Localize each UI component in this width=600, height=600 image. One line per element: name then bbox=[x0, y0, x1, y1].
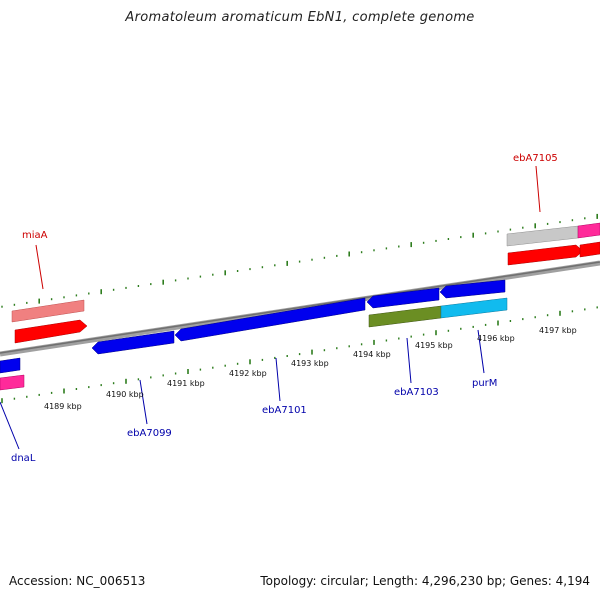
callout-ebA7101 bbox=[275, 357, 281, 402]
reverse-tick-track bbox=[1, 306, 598, 404]
callout-purM bbox=[477, 329, 485, 374]
gene-reverse-blue-left[interactable] bbox=[0, 357, 21, 374]
genome-backbone-edge bbox=[0, 261, 600, 354]
scale-label-4189: 4189 kbp bbox=[44, 402, 82, 411]
gene-ebA7103-feature[interactable] bbox=[368, 305, 442, 328]
gene-reverse-magenta-left[interactable] bbox=[0, 374, 25, 391]
gene-blue-reverse-4[interactable] bbox=[439, 279, 506, 299]
scale-labels: 4189 kbp 4190 kbp 4191 kbp 4192 kbp 4193… bbox=[44, 326, 577, 411]
genome-title: Aromatoleum aromaticum EbN1, complete ge… bbox=[125, 10, 475, 25]
gene-forward-red[interactable] bbox=[14, 319, 88, 344]
gene-label-ebA7101[interactable]: ebA7101 bbox=[262, 405, 307, 416]
callout-ebA7103 bbox=[406, 337, 412, 384]
callout-ebA7105 bbox=[535, 165, 541, 213]
scale-label-4195: 4195 kbp bbox=[415, 341, 453, 350]
gene-label-dnaL[interactable]: dnaL bbox=[11, 453, 36, 464]
gene-ebA7101-feature[interactable] bbox=[174, 297, 366, 342]
gene-label-ebA7105[interactable]: ebA7105 bbox=[513, 153, 558, 164]
scale-label-4193: 4193 kbp bbox=[291, 359, 329, 368]
gene-forward-red-edge[interactable] bbox=[579, 241, 600, 258]
gene-label-miaA[interactable]: miaA bbox=[22, 230, 48, 241]
scale-label-4190: 4190 kbp bbox=[106, 390, 144, 399]
callout-ebA7099 bbox=[139, 379, 148, 425]
scale-label-4197: 4197 kbp bbox=[539, 326, 577, 335]
gene-blue-reverse-3[interactable] bbox=[366, 287, 440, 309]
gene-miaA-feature[interactable] bbox=[11, 299, 85, 323]
accession-text: Accession: NC_006513 bbox=[9, 574, 146, 588]
gene-label-purM[interactable]: purM bbox=[472, 378, 497, 389]
genome-backbone bbox=[0, 260, 600, 357]
scale-label-4194: 4194 kbp bbox=[353, 350, 391, 359]
gene-ebA7099-feature[interactable] bbox=[91, 330, 175, 355]
callout-miaA bbox=[35, 244, 44, 290]
gene-ebA7105-feature[interactable] bbox=[506, 225, 579, 247]
callout-dnaL bbox=[0, 401, 20, 450]
gene-forward-red-right[interactable] bbox=[507, 244, 584, 266]
gene-label-ebA7103[interactable]: ebA7103 bbox=[394, 387, 439, 398]
gene-label-ebA7099[interactable]: ebA7099 bbox=[127, 428, 172, 439]
scale-label-4191: 4191 kbp bbox=[167, 379, 205, 388]
genome-summary-text: Topology: circular; Length: 4,296,230 bp… bbox=[260, 574, 590, 588]
forward-tick-track bbox=[1, 213, 599, 308]
gene-magenta-right[interactable] bbox=[577, 222, 600, 239]
scale-label-4192: 4192 kbp bbox=[229, 369, 267, 378]
scale-label-4196: 4196 kbp bbox=[477, 334, 515, 343]
gene-purM-feature[interactable] bbox=[440, 297, 508, 319]
